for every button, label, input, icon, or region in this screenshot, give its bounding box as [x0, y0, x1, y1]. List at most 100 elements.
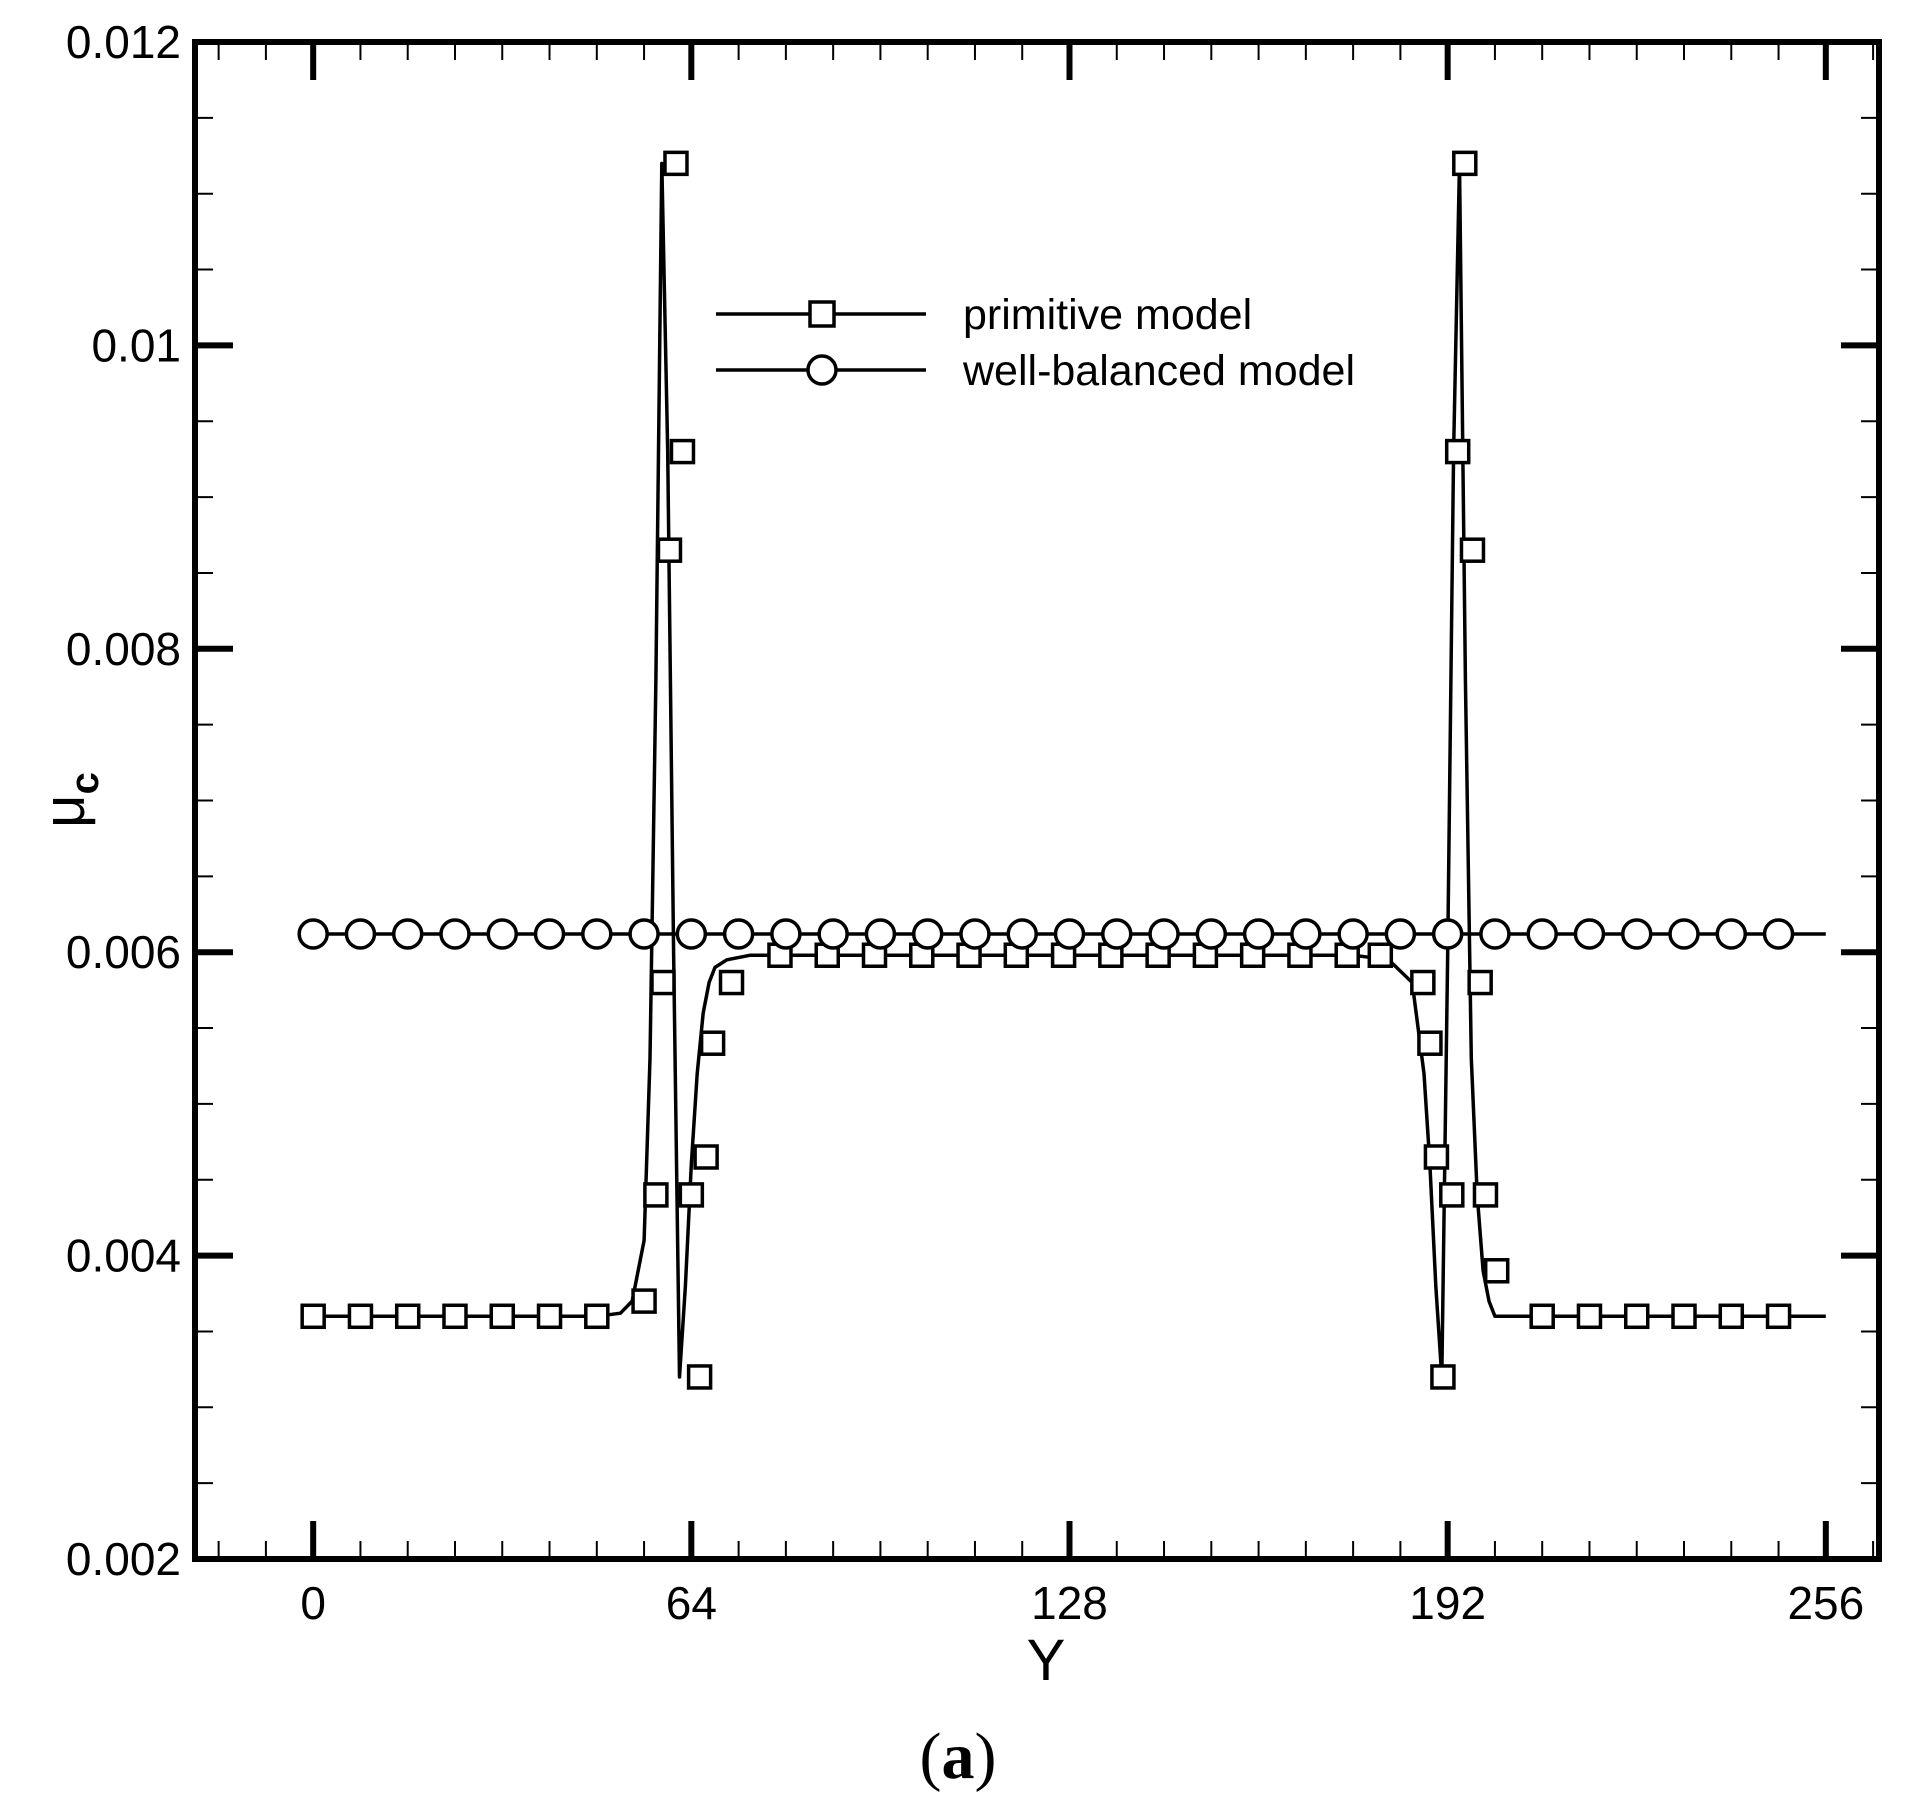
- data-point-square: [1417, 1030, 1443, 1056]
- data-point-circle: [864, 918, 897, 950]
- y-axis-title-subscript: c: [63, 772, 107, 794]
- data-point-circle: [391, 918, 424, 950]
- y-axis-title-main: μ: [32, 794, 97, 827]
- data-point-square: [584, 1303, 610, 1330]
- data-point-circle: [1006, 918, 1038, 950]
- data-point-square: [1452, 150, 1478, 177]
- data-point-circle: [1337, 918, 1369, 950]
- data-point-circle: [1668, 918, 1700, 950]
- data-point-square: [1423, 1144, 1450, 1170]
- data-point-square: [1430, 1364, 1456, 1390]
- y-tick-label: 0.01: [91, 319, 181, 371]
- data-point-circle: [770, 918, 802, 950]
- data-point-square: [1483, 1258, 1510, 1284]
- x-tick-label: 192: [1409, 1577, 1486, 1629]
- data-point-circle: [1526, 918, 1558, 950]
- legend-entry-primitive-model: primitive model: [716, 291, 1252, 339]
- y-tick-label: 0.002: [66, 1533, 181, 1585]
- data-point-circle: [959, 918, 991, 950]
- data-point-circle: [1762, 918, 1795, 950]
- panel-label-letter: a: [942, 1720, 975, 1793]
- data-point-circle: [1195, 918, 1228, 950]
- data-point-square: [1459, 537, 1486, 563]
- data-point-circle: [533, 918, 566, 950]
- data-point-square: [1439, 1182, 1465, 1208]
- data-point-square: [1765, 1303, 1792, 1330]
- data-point-square: [686, 1364, 713, 1390]
- data-point-square: [536, 1303, 563, 1330]
- y-tick-label: 0.004: [66, 1230, 181, 1282]
- data-point-circle: [628, 918, 660, 950]
- legend: primitive model well-balanced model: [716, 291, 1355, 395]
- data-point-square: [300, 1303, 326, 1330]
- x-tick-label: 0: [300, 1577, 326, 1629]
- y-tick-label: 0.006: [66, 926, 181, 978]
- data-point-circle: [1715, 918, 1748, 950]
- panel-label: (a): [920, 1720, 997, 1793]
- data-point-square: [718, 969, 745, 996]
- data-point-circle: [297, 918, 329, 950]
- data-point-circle: [1242, 918, 1275, 950]
- legend-label-primitive-model: primitive model: [963, 291, 1252, 339]
- data-point-square: [631, 1288, 657, 1314]
- data-point-square: [442, 1303, 468, 1330]
- data-point-circle: [1101, 918, 1133, 950]
- data-point-square: [1444, 438, 1471, 465]
- x-tick-label: 256: [1787, 1577, 1864, 1629]
- data-point-square: [1718, 1303, 1745, 1330]
- data-point-square: [1367, 942, 1394, 968]
- data-point-circle: [1620, 918, 1653, 950]
- series-primitive-model: [300, 150, 1826, 1390]
- data-point-circle: [439, 918, 471, 950]
- data-point-circle: [1053, 918, 1086, 950]
- plot-frame: [192, 39, 1882, 1562]
- data-point-circle: [1148, 918, 1180, 950]
- data-point-square: [699, 1030, 726, 1056]
- x-axis-title: Y: [1027, 1628, 1066, 1693]
- x-tick-label: 64: [666, 1577, 717, 1629]
- panel-label-close-paren: ): [975, 1720, 997, 1793]
- data-point-square: [669, 438, 696, 465]
- data-point-circle: [911, 918, 944, 950]
- data-point-circle: [581, 918, 613, 950]
- data-point-square: [1623, 1303, 1650, 1330]
- data-point-circle: [722, 918, 755, 950]
- tick-labels: 0 64 128 192 256 0.002 0.004 0.006 0.008 0.01 0.01…: [66, 16, 1864, 1629]
- legend-entry-well-balanced-model: well-balanced model: [716, 347, 1355, 395]
- data-point-circle: [1290, 918, 1322, 950]
- data-point-square: [643, 1182, 669, 1208]
- series-well-balanced-model: [297, 918, 1826, 950]
- data-point-circle: [675, 918, 708, 950]
- svg-text:μc: μc: [32, 772, 107, 828]
- data-point-square: [1467, 969, 1493, 996]
- data-point-square: [663, 150, 689, 177]
- data-point-circle: [486, 918, 519, 950]
- y-tick-label: 0.008: [66, 623, 181, 675]
- y-axis-title: μc: [32, 772, 107, 828]
- data-point-square: [1576, 1303, 1603, 1330]
- y-tick-label: 0.012: [66, 16, 181, 68]
- data-point-circle: [344, 918, 377, 950]
- series-layer: [297, 150, 1826, 1390]
- data-point-square: [347, 1303, 374, 1330]
- data-point-square: [1529, 1303, 1555, 1330]
- axis-ticks: [195, 39, 1879, 1562]
- data-point-square: [693, 1144, 719, 1170]
- data-point-square: [656, 537, 683, 563]
- panel-label-open-paren: (: [920, 1720, 942, 1793]
- data-point-square: [1472, 1182, 1499, 1208]
- data-point-square: [1410, 969, 1436, 996]
- legend-label-well-balanced-model: well-balanced model: [962, 347, 1355, 395]
- data-point-square: [650, 969, 676, 996]
- data-point-square: [489, 1303, 516, 1330]
- legend-marker-square: [808, 300, 836, 328]
- data-point-square: [394, 1303, 421, 1330]
- data-point-circle: [1384, 918, 1417, 950]
- data-point-circle: [1431, 918, 1464, 950]
- data-point-circle: [817, 918, 849, 950]
- data-point-square: [1671, 1303, 1697, 1330]
- legend-marker-circle: [806, 354, 838, 386]
- data-point-circle: [1479, 918, 1511, 950]
- series-line-primitive-model: [313, 161, 1826, 1379]
